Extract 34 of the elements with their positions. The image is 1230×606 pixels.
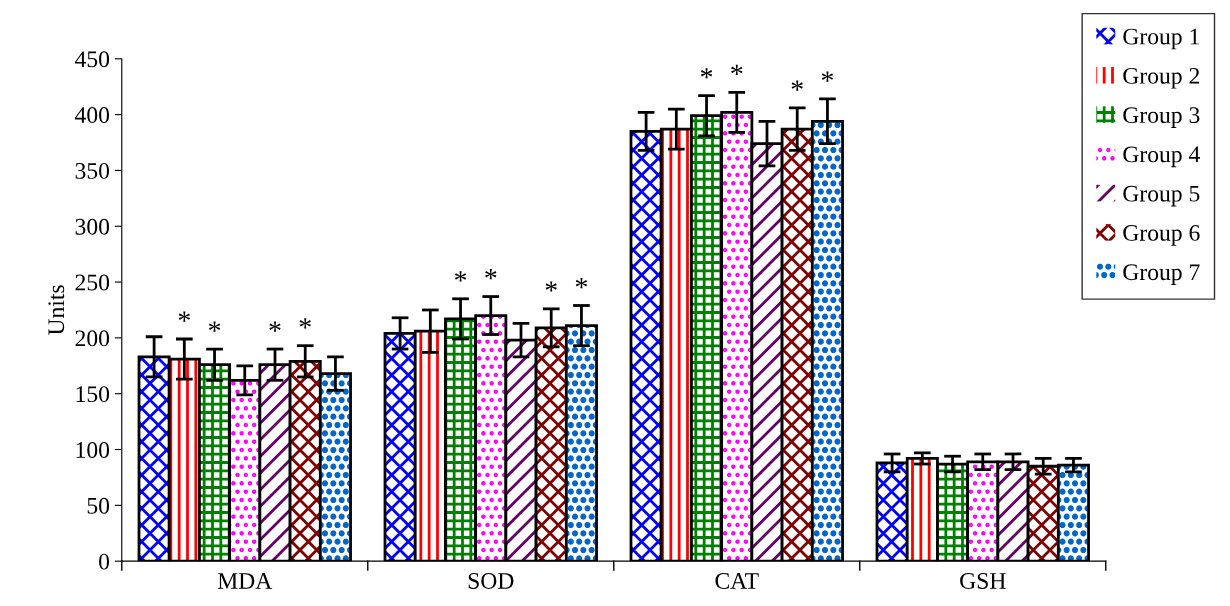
data-label: *: [208, 321, 221, 332]
data-label: *: [485, 269, 497, 280]
data-label: *: [269, 321, 281, 332]
y-tick-label: 50: [87, 497, 110, 514]
legend-label: Group 4: [1123, 146, 1200, 168]
x-tick-label: SOD: [468, 573, 514, 589]
data-label: *: [731, 64, 743, 76]
x-tick-label: CAT: [715, 573, 759, 589]
y-tick-label: 200: [75, 330, 110, 347]
data-label: *: [821, 71, 834, 82]
y-tick-label: 150: [76, 386, 110, 403]
data-label: *: [700, 68, 713, 79]
y-tick-label: 300: [75, 218, 110, 235]
y-tick-label: 350: [75, 162, 110, 179]
legend-label: Group 7: [1123, 264, 1200, 285]
y-tick-label: 0: [99, 553, 110, 570]
data-label: *: [454, 271, 467, 282]
data-label: *: [178, 311, 190, 322]
y-axis-title: Units: [48, 285, 65, 336]
legend-label: Group 3: [1123, 107, 1200, 128]
y-tick-label: 100: [76, 442, 110, 458]
legend-label: Group 1: [1123, 28, 1199, 50]
data-label: *: [545, 281, 557, 292]
legend-label: Group 5: [1123, 185, 1200, 207]
y-tick-label: 400: [75, 107, 110, 124]
x-tick-label: MDA: [217, 573, 273, 589]
data-label: *: [299, 318, 311, 329]
data-label: *: [791, 80, 803, 91]
legend-label: Group 6: [1123, 225, 1200, 246]
x-tick-label: GSH: [960, 573, 1006, 589]
data-label: *: [575, 278, 588, 289]
legend-label: Group 2: [1123, 67, 1200, 89]
y-tick-label: 250: [75, 274, 110, 291]
y-tick-label: 450: [75, 51, 110, 68]
